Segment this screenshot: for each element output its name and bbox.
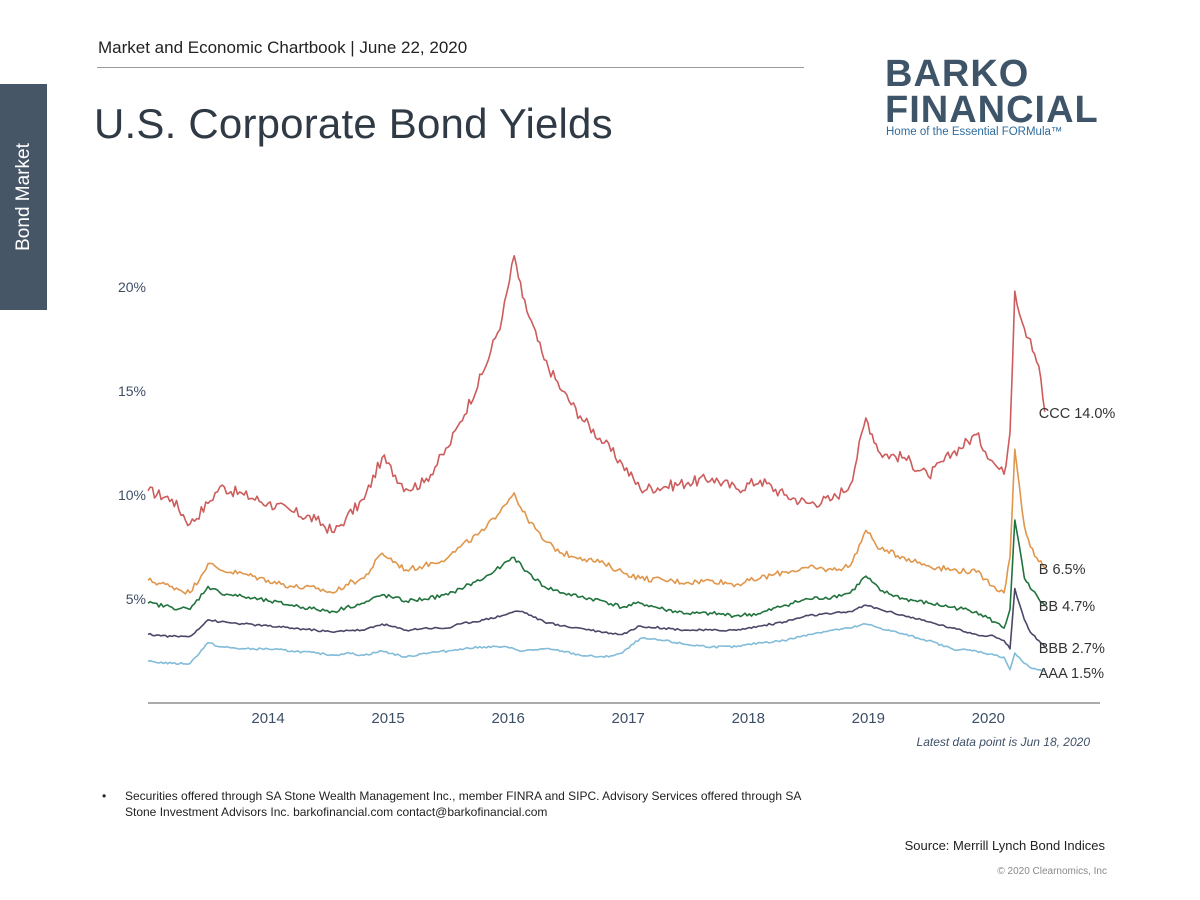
header-divider (97, 67, 804, 68)
x-tick-label: 2020 (972, 710, 1005, 727)
disclaimer-bullet: • (102, 789, 107, 803)
y-tick-label: 20% (118, 279, 146, 295)
company-logo: BARKO FINANCIAL Home of the Essential FO… (885, 53, 1098, 146)
series-end-label-ccc: CCC 14.0% (1039, 406, 1116, 422)
series-line-ccc (147, 255, 1046, 534)
series-line-bb (147, 519, 1046, 629)
series-line-b (147, 448, 1046, 595)
x-tick-label: 2015 (371, 710, 404, 727)
logo-wordmark-line1: BARKO (885, 53, 1030, 95)
logo-tagline: Home of the Essential FORMula™ (886, 126, 1063, 138)
logo-wordmark-line2: FINANCIAL (885, 89, 1099, 131)
copyright-note: © 2020 Clearnomics, Inc (997, 866, 1107, 877)
y-tick-label: 10% (118, 487, 146, 503)
x-tick-label: 2019 (852, 710, 885, 727)
series-end-label-bb: BB 4.7% (1039, 599, 1096, 615)
series-end-label-b: B 6.5% (1039, 562, 1086, 578)
y-tick-label: 15% (118, 383, 146, 399)
series-line-bbb (147, 587, 1046, 650)
disclaimer-text: Securities offered through SA Stone Weal… (125, 789, 801, 819)
source-note: Source: Merrill Lynch Bond Indices (904, 838, 1105, 853)
y-tick-label: 5% (126, 591, 146, 607)
page-title: U.S. Corporate Bond Yields (94, 100, 613, 147)
bond-yield-chart: 5% 10% 15% 20% 2014 2015 2016 2017 2018 2019 2020 C… (118, 255, 1116, 749)
section-tab[interactable] (0, 84, 47, 310)
series-end-label-bbb: BBB 2.7% (1039, 641, 1105, 657)
series-end-label-aaa: AAA 1.5% (1039, 666, 1104, 682)
x-tick-label: 2018 (732, 710, 765, 727)
chartbook-header: Market and Economic Chartbook | June 22,… (98, 38, 468, 57)
series-line-aaa (147, 623, 1046, 673)
x-tick-label: 2016 (491, 710, 524, 727)
x-tick-label: 2014 (251, 710, 284, 727)
section-tab-label: Bond Market (13, 143, 34, 251)
x-tick-label: 2017 (612, 710, 645, 727)
latest-data-note: Latest data point is Jun 18, 2020 (917, 735, 1091, 749)
